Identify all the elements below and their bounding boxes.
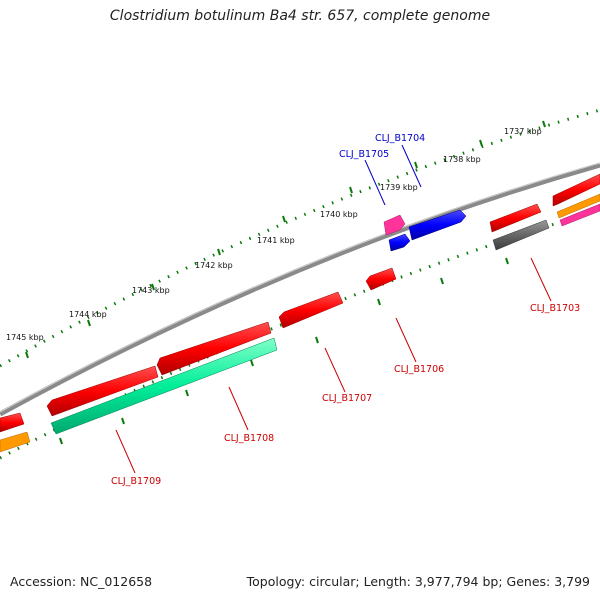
gene-label-b1708[interactable]: CLJ_B1708: [224, 433, 274, 444]
kbp-label-1744: 1744 kbp: [69, 310, 107, 319]
genome-backbone-highlight: [0, 162, 600, 413]
gene-label-b1705[interactable]: CLJ_B1705: [339, 149, 389, 160]
gene-feature-red-b1708[interactable]: [156, 321, 272, 376]
gene-feature-pink-b1705[interactable]: [383, 214, 406, 236]
gene-feature-pink[interactable]: [559, 203, 600, 227]
gene-label-b1703[interactable]: CLJ_B1703: [530, 303, 580, 314]
major-ticks: [25, 120, 546, 359]
gene-feature-red-b1709[interactable]: [46, 365, 159, 417]
inner-major-ticks: [59, 257, 509, 445]
genome-summary-text: Topology: circular; Length: 3,977,794 bp…: [246, 574, 590, 589]
gene-feature-blue-small[interactable]: [388, 233, 411, 252]
kbp-label-1743: 1743 kbp: [132, 286, 170, 295]
kbp-label-1745: 1745 kbp: [6, 333, 44, 342]
gene-label-b1707[interactable]: CLJ_B1707: [322, 393, 372, 404]
kbp-label-1737: 1737 kbp: [504, 127, 542, 136]
gene-feature-red-b1703[interactable]: [489, 203, 542, 233]
kbp-label-1738: 1738 kbp: [443, 155, 481, 164]
gene-feature-red-forward[interactable]: [552, 173, 600, 207]
leader-lines: [115, 144, 552, 474]
gene-label-b1704[interactable]: CLJ_B1704: [375, 133, 425, 144]
gene-feature-red-b1707[interactable]: [278, 291, 344, 329]
gene-feature-red-b1706[interactable]: [365, 267, 397, 291]
gene-label-b1706[interactable]: CLJ_B1706: [394, 364, 444, 375]
gene-label-b1709[interactable]: CLJ_B1709: [111, 476, 161, 487]
kbp-label-1740: 1740 kbp: [320, 210, 358, 219]
accession-text: Accession: NC_012658: [10, 574, 153, 589]
gene-feature-orange[interactable]: [556, 193, 600, 219]
kbp-label-1742: 1742 kbp: [195, 261, 233, 270]
gene-feature-blue-b1704[interactable]: [408, 209, 467, 241]
map-title: Clostridium botulinum Ba4 str. 657, comp…: [109, 8, 491, 24]
gene-feature-teal-b1708[interactable]: [50, 337, 278, 435]
gene-feature-orange-left-edge[interactable]: [0, 431, 31, 453]
gene-feature-grey-b1703[interactable]: [492, 219, 550, 251]
genome-backbone: [0, 162, 600, 417]
gene-feature-red-left-edge[interactable]: [0, 412, 25, 433]
kbp-label-1741: 1741 kbp: [257, 236, 295, 245]
kbp-label-1739: 1739 kbp: [380, 183, 418, 192]
